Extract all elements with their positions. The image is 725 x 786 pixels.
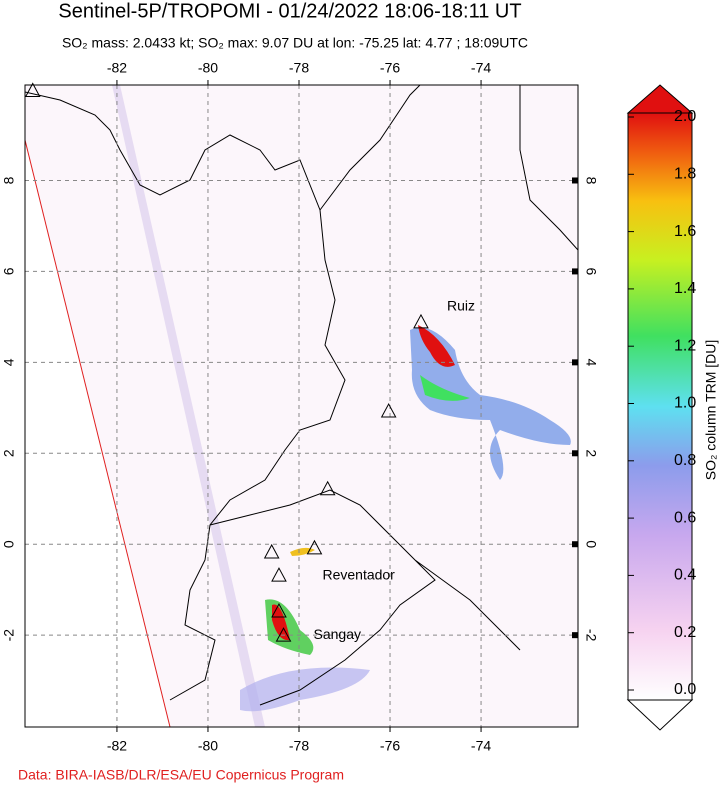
volcano	[275, 627, 292, 642]
y-tick-label: -2	[583, 629, 599, 642]
x-tick-label: -82	[107, 60, 127, 76]
y-tick-label: 0	[1, 540, 17, 548]
y-tick-label: 2	[583, 449, 599, 457]
x-tick-label: -80	[198, 738, 218, 754]
colorbar-tick-label: 1.2	[674, 337, 696, 354]
y-tick-label: 6	[1, 267, 17, 275]
volcano	[271, 567, 287, 582]
plume-ruiz-core	[418, 325, 455, 367]
y-tick-label: 6	[583, 268, 599, 276]
y-tick-label: 2	[1, 449, 17, 457]
colorbar-label: SO₂ column TRM [DU]	[703, 340, 719, 481]
plume-ruiz-mid	[420, 375, 470, 401]
volcano	[24, 82, 41, 97]
volcano-label: Sangay	[314, 626, 361, 642]
colorbar-tick-label: 0.6	[674, 509, 696, 526]
volcano	[413, 313, 429, 329]
x-tick-label: -76	[380, 738, 400, 754]
plume-reventador	[290, 547, 315, 556]
title: Sentinel-5P/TROPOMI - 01/24/2022 18:06-1…	[58, 0, 521, 22]
y-tick-label: 8	[1, 176, 17, 184]
volcanoes: Ruiz Reventador Sangay	[24, 82, 475, 642]
y-tick-label: 0	[583, 540, 599, 548]
x-tick-label: -74	[471, 738, 491, 754]
colorbar	[627, 112, 693, 701]
grid: -82 -82 -80 -80 -78 -78 -76 -76 -74 -74 -2 -2 0 0 2 2 4 4…	[1, 60, 600, 754]
y-tick-label: 4	[1, 358, 17, 366]
borders	[209, 489, 521, 706]
x-tick-label: -80	[198, 60, 218, 76]
swath-edge	[25, 139, 171, 727]
colorbar-tick-label: 1.0	[674, 395, 696, 412]
colorbar-max	[626, 84, 694, 114]
y-tick-label: 8	[583, 177, 599, 185]
stripe	[112, 85, 265, 727]
colorbar-tick-label: 0.0	[674, 681, 696, 698]
colorbar-tick-label: 0.2	[674, 624, 696, 641]
map-area	[25, 85, 578, 727]
colorbar-tick-label: 1.8	[674, 166, 696, 183]
x-tick-label: -82	[107, 738, 127, 754]
colorbar-tick-label: 0.8	[674, 452, 696, 469]
volcano	[271, 603, 287, 618]
subtitle: SO₂ mass: 2.0433 kt; SO₂ max: 9.07 DU at…	[62, 35, 528, 51]
volcano-label: Reventador	[322, 567, 395, 583]
frame	[24, 84, 579, 728]
credit: Data: BIRA-IASB/DLR/ESA/EU Copernicus Pr…	[18, 767, 344, 783]
volcano	[380, 402, 397, 418]
colorbar-tick-label: 0.4	[674, 567, 696, 584]
colorbar-tick-label: 2.0	[674, 108, 696, 125]
volcano-label: Ruiz	[447, 298, 475, 314]
volcano	[263, 543, 280, 559]
colorbar-min	[626, 699, 694, 731]
x-tick-label: -78	[289, 738, 309, 754]
colorbar-tick-label: 1.4	[674, 280, 696, 297]
coastline	[25, 91, 346, 701]
no-data	[25, 85, 170, 727]
volcano	[319, 480, 336, 496]
y-tick-label: -2	[1, 629, 17, 642]
colorbar-tick-label: 1.6	[674, 223, 696, 240]
x-tick-label: -76	[380, 60, 400, 76]
y-tick-label: 4	[583, 358, 599, 366]
x-tick-label: -74	[471, 60, 491, 76]
volcano	[306, 539, 323, 555]
x-tick-label: -78	[289, 60, 309, 76]
